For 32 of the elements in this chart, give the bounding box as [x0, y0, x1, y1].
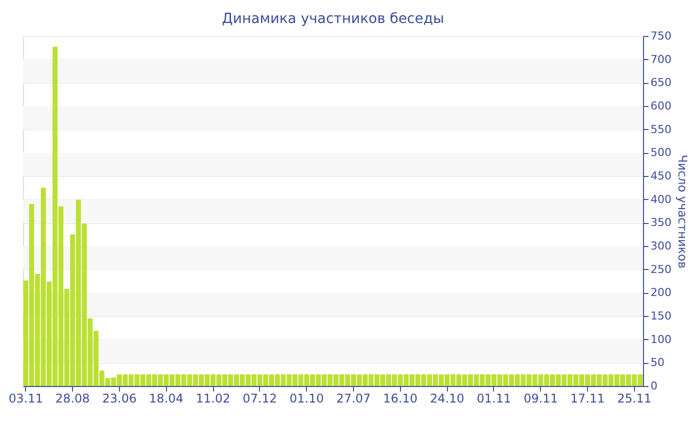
x-tick-label: 11.02 — [196, 392, 230, 406]
y-axis-title: Число участников — [675, 154, 690, 268]
y-tick-label: 350 — [650, 216, 672, 230]
y-tick-label: 150 — [650, 310, 672, 322]
chart-title: Динамика участников беседы — [222, 11, 444, 27]
y-tick-label: 50 — [650, 356, 664, 370]
y-tick-label: 700 — [650, 52, 672, 66]
x-tick-label: 09.11 — [524, 392, 558, 406]
y-tick-label: 450 — [650, 170, 672, 182]
x-tick-label: 27.07 — [336, 392, 371, 406]
y-tick-label: 600 — [650, 100, 672, 112]
x-tick-label: 24.10 — [430, 392, 464, 406]
y-tick-label: 500 — [650, 146, 672, 160]
x-tick-label: 25.11 — [617, 392, 652, 406]
y-tick-label: 100 — [650, 332, 672, 346]
x-tick-label: 01.10 — [289, 392, 324, 406]
y-tick-label: 200 — [650, 286, 672, 300]
x-tick-label: 23.06 — [102, 392, 137, 406]
x-tick-label: 07.12 — [242, 392, 278, 406]
y-tick-label: 250 — [650, 262, 672, 276]
x-tick-label: 28.08 — [55, 392, 90, 406]
x-tick-label: 03.11 — [8, 392, 43, 406]
y-tick-label: 750 — [650, 30, 672, 42]
y-tick-label: 300 — [650, 240, 672, 252]
x-tick-label: 18.04 — [149, 392, 184, 406]
x-tick-label: 01.11 — [476, 392, 512, 406]
y-tick-label: 550 — [650, 122, 672, 136]
x-tick-label: 16.10 — [383, 392, 418, 406]
x-tick-label: 17.11 — [570, 392, 605, 406]
y-tick-label: 650 — [650, 76, 672, 90]
y-tick-label: 0 — [650, 380, 658, 392]
y-tick-label: 400 — [650, 192, 672, 206]
